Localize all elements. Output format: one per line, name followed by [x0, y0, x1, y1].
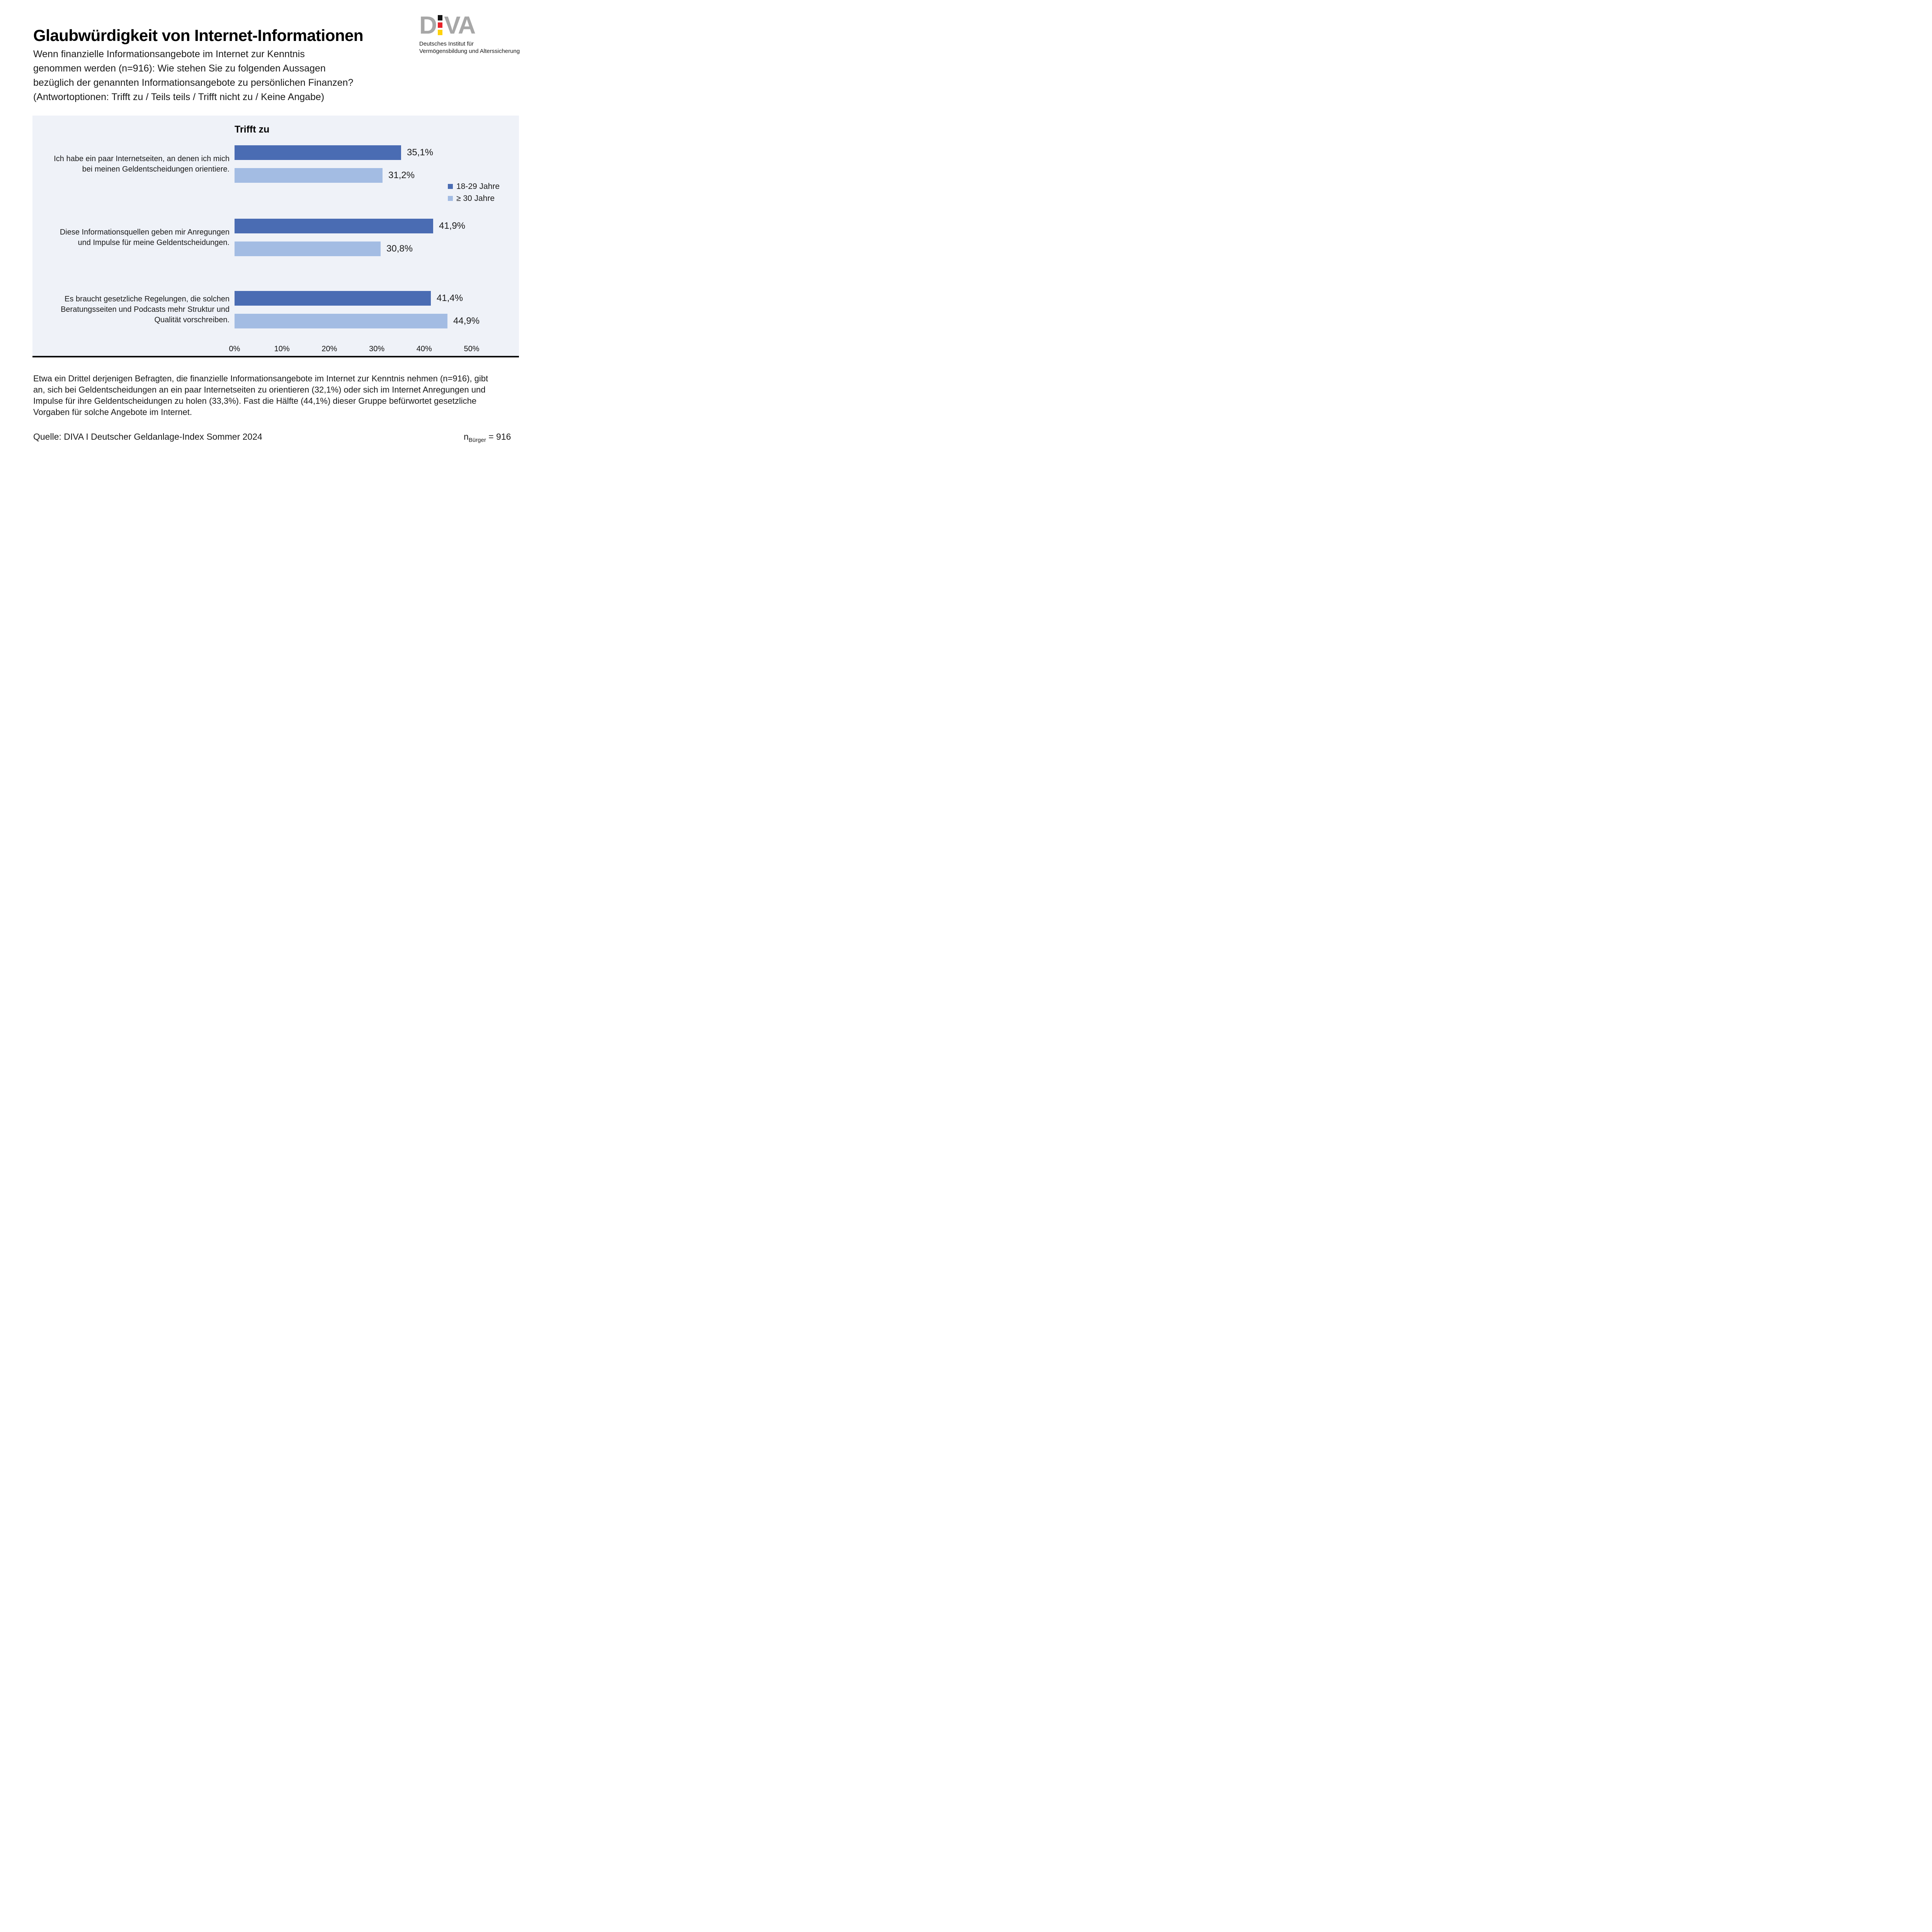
x-axis-tick: 0% — [229, 345, 240, 353]
legend-label: ≥ 30 Jahre — [456, 194, 495, 203]
legend-item: ≥ 30 Jahre — [448, 194, 500, 203]
x-axis-tick: 30% — [369, 345, 385, 353]
value-label: 31,2% — [388, 170, 415, 180]
category-label-line: Es braucht gesetzliche Regelungen, die s… — [65, 295, 230, 303]
bar-30-jahre — [235, 168, 383, 183]
summary-paragraph-line: Impulse für ihre Geldentscheidungen zu h… — [33, 396, 477, 406]
flag-yellow-square — [438, 30, 443, 35]
category-label: Es braucht gesetzliche Regelungen, die s… — [32, 291, 230, 328]
value-label: 30,8% — [386, 243, 413, 254]
survey-question-line: genommen werden (n=916): Wie stehen Sie … — [33, 63, 326, 74]
category-label-line: bei meinen Geldentscheidungen orientiere… — [82, 165, 230, 173]
summary-paragraph: Etwa ein Drittel derjenigen Befragten, d… — [33, 373, 488, 418]
flag-black-square — [438, 15, 443, 20]
infographic-page: Glaubwürdigkeit von Internet-Information… — [0, 0, 553, 465]
category-label: Ich habe ein paar Internetseiten, an den… — [32, 145, 230, 183]
bar-18-29-jahre — [235, 219, 433, 233]
diva-logo-letters-va: VA — [444, 11, 476, 39]
bar-18-29-jahre — [235, 291, 431, 306]
flag-red-square — [438, 22, 443, 28]
bar-18-29-jahre — [235, 145, 401, 160]
sample-n: n — [464, 432, 469, 442]
x-axis-tick: 40% — [416, 345, 432, 353]
category-label-line: Ich habe ein paar Internetseiten, an den… — [54, 154, 230, 163]
legend-swatch — [448, 184, 453, 189]
bar-chart: Trifft zu 18-29 Jahre ≥ 30 Jahre Ich habe… — [32, 116, 519, 357]
sample-n-subscript: Bürger — [468, 437, 486, 444]
x-axis-tick: 50% — [464, 345, 480, 353]
page-title: Glaubwürdigkeit von Internet-Information… — [33, 26, 364, 45]
survey-question-line: Wenn finanzielle Informationsangebote im… — [33, 49, 305, 60]
category-label: Diese Informationsquellen geben mir Anre… — [32, 219, 230, 256]
sample-size: nBürger = 916 — [464, 432, 511, 443]
diva-logo-subtitle: Deutsches Institut für Vermögensbildung … — [419, 40, 520, 55]
summary-paragraph-line: Etwa ein Drittel derjenigen Befragten, d… — [33, 374, 488, 383]
survey-question-line: (Antwortoptionen: Trifft zu / Teils teil… — [33, 92, 325, 102]
value-label: 44,9% — [453, 316, 480, 326]
value-label: 41,9% — [439, 221, 466, 231]
source-note: Quelle: DIVA I Deutscher Geldanlage-Inde… — [33, 432, 262, 442]
legend-swatch — [448, 196, 453, 201]
category-label-line: Diese Informationsquellen geben mir Anre… — [60, 228, 230, 236]
bar-30-jahre — [235, 314, 447, 328]
legend-item: 18-29 Jahre — [448, 182, 500, 191]
chart-title: Trifft zu — [235, 124, 270, 135]
diva-logo-subtitle-line1: Deutsches Institut für — [419, 40, 474, 47]
diva-logo-letter-d: D — [419, 11, 437, 39]
bar-30-jahre — [235, 242, 381, 256]
category-label-line: Beratungsseiten und Podcasts mehr Strukt… — [61, 305, 230, 314]
category-label-line: und Impulse für meine Geldentscheidungen… — [78, 238, 230, 247]
diva-logo-flag-i-icon — [438, 15, 443, 35]
legend: 18-29 Jahre ≥ 30 Jahre — [448, 182, 500, 206]
diva-logo-subtitle-line2: Vermögensbildung und Alterssicherung — [419, 48, 520, 54]
summary-paragraph-line: an, sich bei Geldentscheidungen an ein p… — [33, 385, 486, 395]
diva-logo: D VA Deutsches Institut für Vermögensbil… — [419, 11, 520, 55]
legend-label: 18-29 Jahre — [456, 182, 500, 191]
sample-value: = 916 — [488, 432, 511, 442]
value-label: 35,1% — [407, 147, 434, 158]
x-axis-tick: 10% — [274, 345, 290, 353]
value-label: 41,4% — [437, 293, 463, 303]
x-axis-tick: 20% — [321, 345, 337, 353]
category-label-line: Qualität vorschreiben. — [154, 316, 230, 324]
survey-question-line: bezüglich der genannten Informationsange… — [33, 77, 354, 88]
diva-logo-wordmark: D VA — [419, 11, 520, 39]
summary-paragraph-line: Vorgaben für solche Angebote im Internet… — [33, 407, 192, 417]
survey-question: Wenn finanzielle Informationsangebote im… — [33, 47, 353, 104]
